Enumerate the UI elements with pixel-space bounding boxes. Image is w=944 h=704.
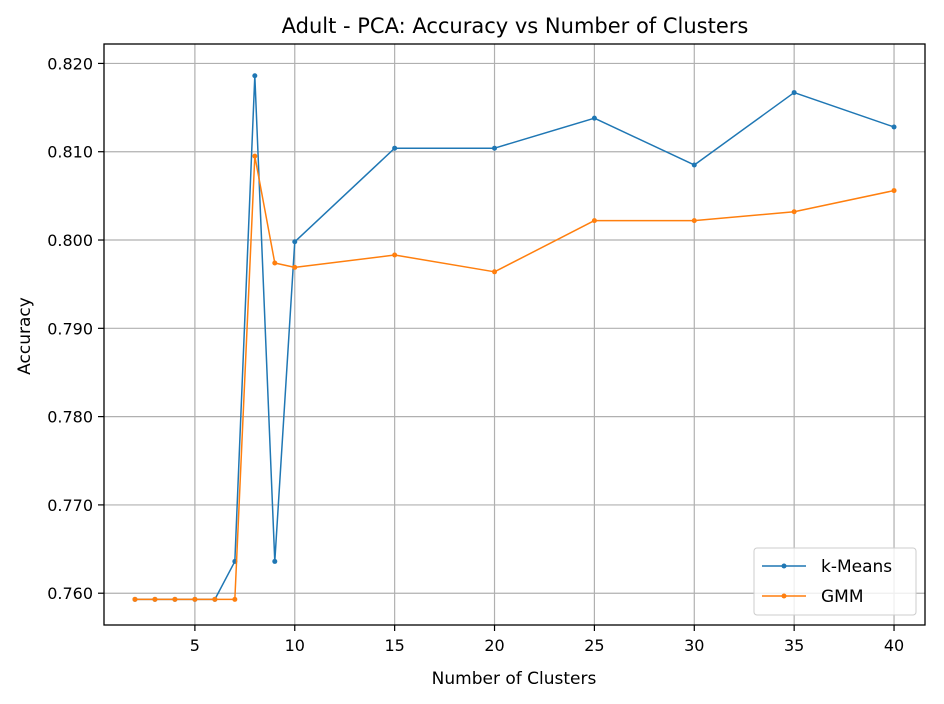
data-point-gmm [272, 260, 278, 266]
grid [104, 44, 925, 625]
data-point-gmm [232, 596, 238, 602]
data-point-k-means [492, 145, 498, 151]
y-tick-label: 0.780 [47, 408, 93, 427]
legend-box [753, 547, 917, 616]
legend-label-kmeans: k-Means [821, 557, 892, 577]
data-point-k-means [292, 239, 298, 245]
y-tick-label: 0.770 [47, 496, 93, 515]
x-ticks: 5 10 15 20 25 30 35 40 [190, 625, 904, 655]
legend-label-gmm: GMM [821, 587, 864, 607]
plot-frame [103, 43, 926, 626]
legend-marker-kmeans [781, 563, 787, 569]
data-point-gmm [591, 218, 597, 224]
x-tick-label: 5 [190, 636, 200, 655]
x-tick-label: 30 [684, 636, 704, 655]
data-point-gmm [132, 596, 138, 602]
data-point-k-means [392, 145, 398, 151]
data-point-gmm [691, 218, 697, 224]
data-point-gmm [791, 209, 797, 215]
data-point-k-means [252, 73, 258, 79]
chart-title: Adult - PCA: Accuracy vs Number of Clust… [282, 14, 749, 38]
y-tick-label: 0.820 [47, 54, 93, 73]
legend-marker-gmm [781, 593, 787, 599]
data-point-gmm [891, 188, 897, 194]
y-tick-label: 0.790 [47, 319, 93, 338]
data-point-gmm [152, 596, 158, 602]
x-tick-label: 35 [784, 636, 804, 655]
y-axis-label: Accuracy [15, 297, 35, 375]
series-line-k-means [134, 75, 895, 601]
legend: k-Means GMM [753, 547, 917, 616]
data-point-k-means [272, 558, 278, 564]
x-tick-label: 20 [484, 636, 504, 655]
x-tick-label: 25 [584, 636, 604, 655]
y-tick-label: 0.810 [47, 143, 93, 162]
data-point-gmm [292, 264, 298, 270]
x-tick-label: 40 [884, 636, 904, 655]
data-point-k-means [791, 90, 797, 96]
x-axis-label: Number of Clusters [432, 669, 597, 689]
y-tick-label: 0.760 [47, 584, 93, 603]
data-point-gmm [212, 596, 218, 602]
data-point-k-means [891, 124, 897, 130]
x-tick-label: 15 [384, 636, 404, 655]
data-point-k-means [591, 115, 597, 121]
y-ticks: 0.760 0.770 0.780 0.790 0.800 0.810 0.820 [47, 54, 104, 603]
data-point-gmm [252, 153, 258, 159]
x-tick-label: 10 [285, 636, 305, 655]
y-tick-label: 0.800 [47, 231, 93, 250]
data-point-gmm [172, 596, 178, 602]
data-point-gmm [492, 269, 498, 275]
data-point-k-means [691, 162, 697, 168]
data-point-gmm [192, 596, 198, 602]
series-layer [132, 73, 897, 602]
data-point-gmm [392, 252, 398, 258]
